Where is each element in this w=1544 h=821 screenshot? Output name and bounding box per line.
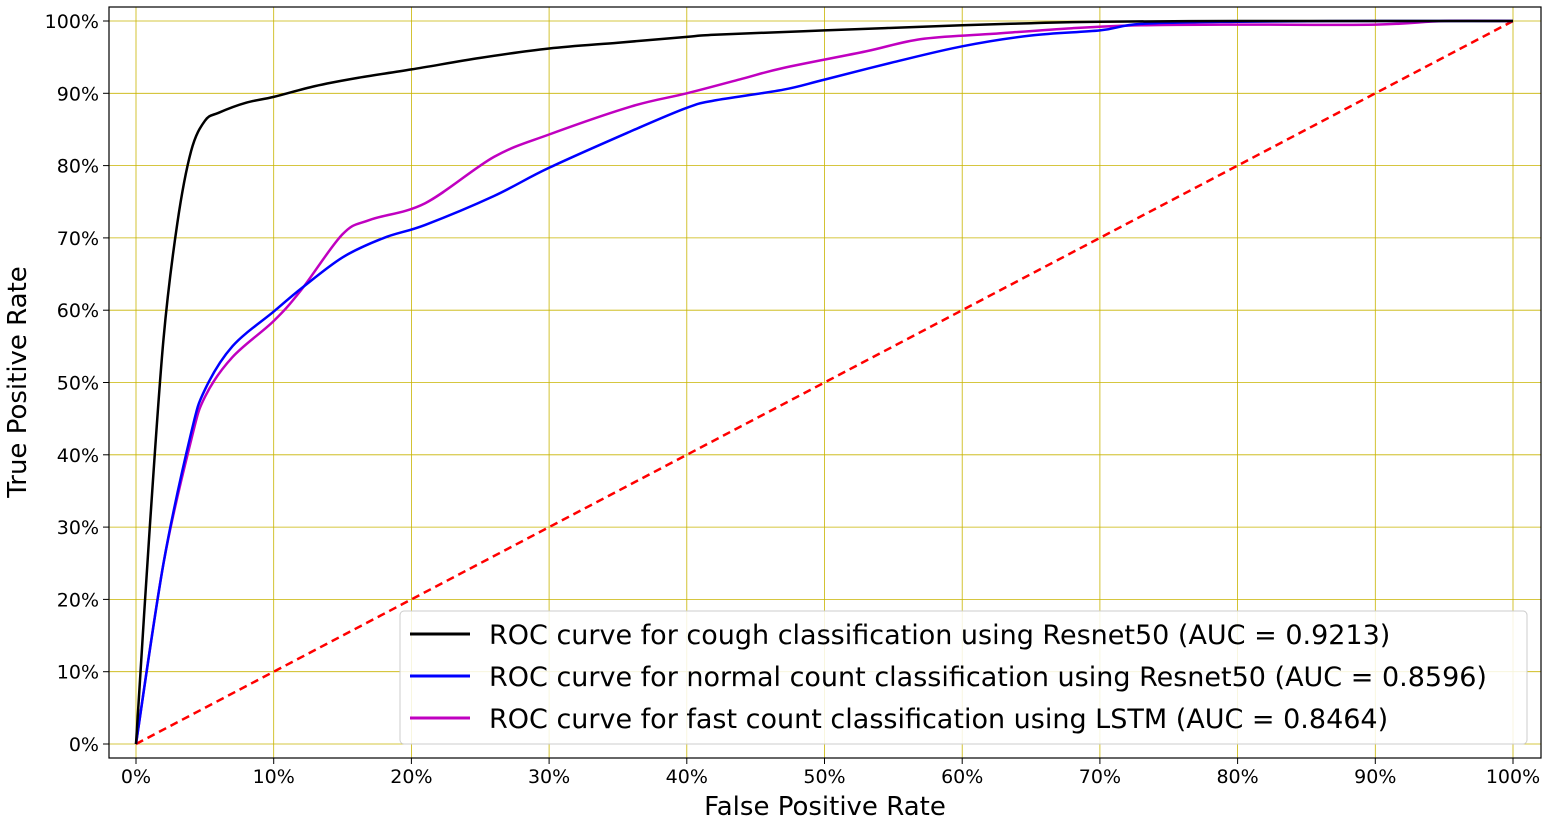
x-tick-label: 90% — [1354, 766, 1396, 788]
y-tick-label: 10% — [57, 662, 99, 684]
y-tick-label: 80% — [57, 156, 99, 178]
y-tick-label: 90% — [57, 83, 99, 105]
x-tick-label: 70% — [1079, 766, 1121, 788]
x-tick-label: 50% — [803, 766, 845, 788]
y-tick-label: 40% — [57, 445, 99, 467]
y-tick-label: 60% — [57, 300, 99, 322]
x-tick-label: 20% — [390, 766, 432, 788]
y-tick-label: 0% — [69, 734, 99, 756]
x-tick-label: 10% — [253, 766, 295, 788]
roc-line-cough — [134, 19, 1513, 745]
legend: ROC curve for cough classification using… — [399, 610, 1528, 745]
y-tick-label: 100% — [45, 11, 99, 33]
x-tick-label: 40% — [666, 766, 708, 788]
x-tick-label: 30% — [528, 766, 570, 788]
y-axis-label: True Positive Rate — [3, 266, 33, 499]
y-tick-label: 20% — [57, 589, 99, 611]
legend-label-fast-count: ROC curve for fast count classification … — [489, 704, 1388, 735]
legend-box — [399, 610, 1528, 745]
roc-line-fast-count — [134, 19, 1514, 745]
legend-label-cough: ROC curve for cough classification using… — [489, 620, 1390, 651]
x-axis-label: False Positive Rate — [704, 792, 946, 821]
y-tick-label: 50% — [57, 373, 99, 395]
x-ticks: 0% 10% 20% 30% 40% 50% 60% 70% 80% 90% 100% — [121, 758, 1540, 788]
y-tick-label: 30% — [57, 517, 99, 539]
x-tick-label: 60% — [941, 766, 983, 788]
series-lines — [134, 19, 1514, 746]
y-tick-label: 70% — [57, 228, 99, 250]
roc-line-normal-count — [134, 19, 1514, 745]
y-ticks: 0% 10% 20% 30% 40% 50% 60% 70% 80% 90% 100% — [45, 11, 109, 756]
x-tick-label: 0% — [121, 766, 151, 788]
x-tick-label: 80% — [1216, 766, 1258, 788]
legend-label-normal-count: ROC curve for normal count classificatio… — [489, 662, 1487, 693]
x-tick-label: 100% — [1486, 766, 1540, 788]
